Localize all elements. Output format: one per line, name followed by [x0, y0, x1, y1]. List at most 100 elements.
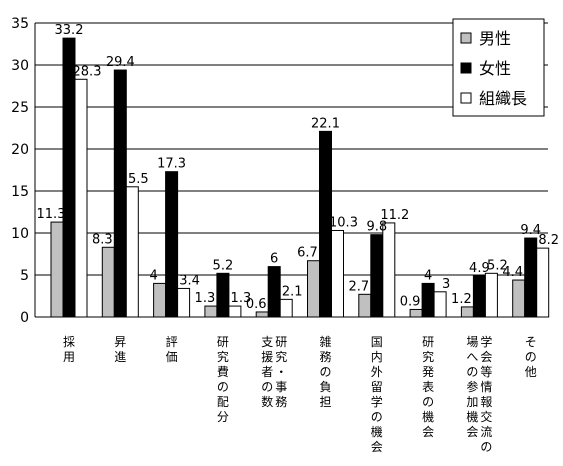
category-char: の	[466, 365, 478, 379]
category-char: 留	[371, 380, 383, 394]
data-label-2-series-2: 29.4	[106, 55, 135, 70]
bar-3-series-1	[153, 282, 167, 318]
bar-1-series-3	[74, 78, 88, 318]
category-char: 者	[261, 365, 273, 379]
category-char: 研	[217, 335, 229, 349]
legend-swatch-3	[460, 92, 472, 104]
category-char: の	[480, 440, 492, 454]
category-char: 評	[166, 334, 178, 349]
bar-2-series-2	[113, 69, 127, 318]
bar-3-series-3	[177, 287, 191, 318]
bar-7-series-1	[358, 293, 372, 318]
y-tick-label-15: 15	[11, 184, 29, 200]
category-char: 等	[480, 365, 492, 379]
category-char: 学	[371, 394, 383, 409]
category-char: 配	[217, 395, 229, 409]
bar-10-series-1	[512, 279, 526, 318]
category-char: 昇	[114, 335, 126, 349]
category-char: へ	[466, 350, 478, 364]
category-labels: 採用昇進評価研究費の配分研究・事務支援者の数雑務の負担国内外留学の機会研究発表の…	[63, 334, 537, 454]
bars	[50, 37, 550, 318]
bar-8-series-3	[433, 291, 447, 318]
data-label-5-series-2: 6	[270, 252, 278, 267]
y-tick-label-25: 25	[11, 100, 29, 116]
category-char: 加	[466, 395, 478, 409]
y-tick-label-10: 10	[11, 226, 29, 242]
data-label-10-series-2: 9.4	[520, 223, 541, 238]
category-char: そ	[525, 335, 537, 349]
data-label-9-series-1: 1.2	[451, 292, 472, 307]
category-char: 会	[371, 440, 383, 454]
category-char: 事	[275, 380, 287, 394]
data-label-2-series-3: 5.5	[128, 172, 149, 187]
category-char: 進	[114, 350, 126, 364]
category-char: 報	[480, 395, 492, 409]
category-char: 担	[319, 395, 331, 409]
y-tick-label-30: 30	[11, 58, 29, 74]
category-char: 会	[480, 350, 492, 364]
category-char: 表	[422, 380, 434, 394]
bar-5-series-2	[267, 266, 281, 318]
category-char: の	[371, 410, 383, 424]
category-char: 採	[63, 335, 75, 349]
data-label-2-series-1: 8.3	[92, 232, 113, 247]
data-label-1-series-1: 11.3	[37, 207, 66, 222]
y-tick-label-20: 20	[11, 142, 29, 158]
category-char: の	[217, 380, 229, 394]
bar-4-series-2	[216, 272, 230, 318]
category-char: 費	[217, 364, 229, 379]
bar-10-series-3	[536, 247, 550, 318]
bar-3-series-2	[165, 171, 179, 318]
bar-9-series-1	[460, 306, 474, 318]
category-char: 務	[275, 395, 287, 409]
category-char: 機	[466, 409, 478, 424]
category-char: 機	[371, 424, 383, 439]
category-char: 研	[275, 335, 287, 349]
category-char: 情	[480, 380, 492, 394]
bar-8-series-1	[409, 308, 423, 318]
data-label-4-series-2: 5.2	[213, 258, 234, 273]
bar-10-series-2	[524, 237, 538, 318]
data-label-3-series-1: 4	[149, 268, 157, 283]
category-char: 機	[422, 409, 434, 424]
category-char: の	[422, 395, 434, 409]
axes	[34, 23, 548, 318]
data-label-3-series-2: 17.3	[157, 157, 186, 172]
y-tick-label-0: 0	[20, 310, 29, 326]
category-char: 数	[261, 394, 273, 409]
bar-4-series-3	[228, 305, 242, 318]
bar-5-series-1	[255, 311, 269, 318]
category-char: 支	[261, 335, 273, 349]
category-char: 価	[166, 350, 178, 364]
category-char: 務	[319, 350, 331, 364]
category-char: 究	[275, 349, 287, 364]
data-label-6-series-2: 22.1	[311, 116, 340, 131]
category-char: 究	[217, 349, 229, 364]
category-char: 会	[422, 425, 434, 439]
category-char: 援	[261, 350, 273, 364]
category-char: 内	[371, 350, 383, 364]
category-char: 負	[319, 380, 331, 394]
category-char: ・	[275, 365, 287, 379]
data-label-7-series-3: 11.2	[380, 208, 409, 223]
legend-label-1: 男性	[479, 29, 511, 48]
category-char: 他	[525, 365, 537, 379]
legend-label-2: 女性	[479, 59, 511, 78]
category-label-3: 評価	[166, 334, 178, 364]
bar-1-series-1	[50, 221, 64, 318]
category-char: 学	[480, 334, 492, 349]
category-char: 国	[371, 335, 383, 349]
legend-swatch-2	[460, 62, 472, 74]
data-label-9-series-2: 4.9	[469, 261, 490, 276]
category-label-1: 採用	[63, 335, 75, 364]
category-char: 発	[422, 365, 434, 379]
data-label-1-series-3: 28.3	[73, 64, 102, 79]
bar-8-series-2	[421, 282, 435, 318]
data-label-8-series-1: 0.9	[400, 294, 421, 309]
